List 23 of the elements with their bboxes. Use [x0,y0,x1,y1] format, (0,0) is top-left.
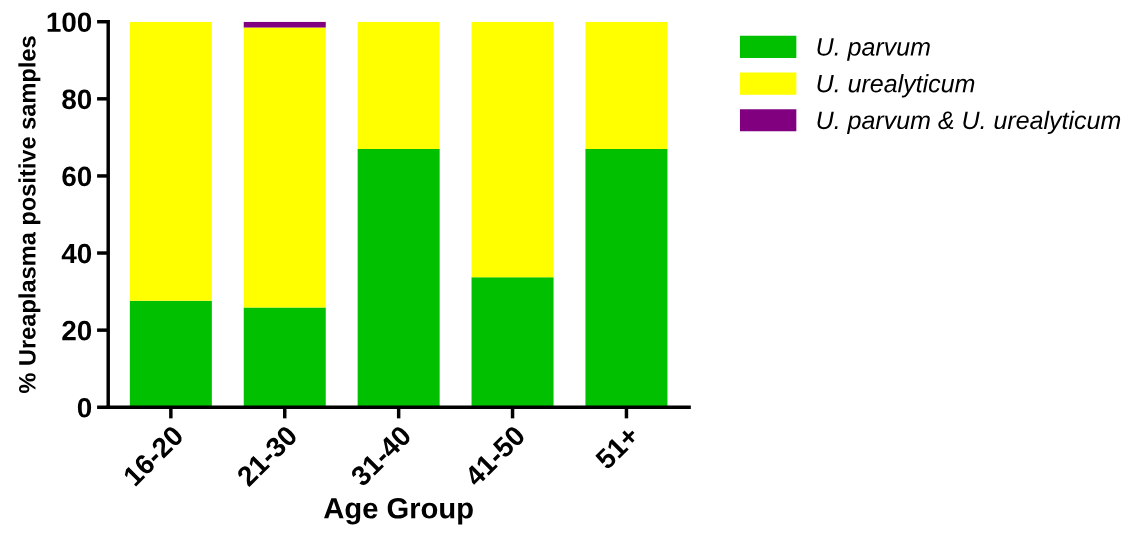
bar [129,21,212,301]
y-tick-label: 100 [47,12,92,33]
bar [243,307,326,408]
y-tick-label: 0 [77,397,92,418]
bar [585,21,668,149]
x-axis-title: Age Group [324,497,473,525]
y-tick-label: 20 [62,320,92,341]
bar [357,21,440,149]
bar [471,21,554,278]
bar [357,148,440,408]
legend-label: U. parvum & U. urealyticum [817,110,1121,135]
bar [585,148,668,408]
y-tick-label: 80 [62,89,92,110]
bar [129,300,212,408]
y-axis-title: % Ureaplasma positive samples [18,36,41,394]
bar [243,27,326,308]
x-tick-label: 51+ [594,424,641,471]
legend-label: U. parvum [817,38,930,61]
bar [471,277,554,408]
legend-label: U. urealyticum [817,74,975,98]
y-tick-label: 60 [62,166,92,187]
bar [243,21,326,28]
y-tick-label: 40 [61,243,92,264]
